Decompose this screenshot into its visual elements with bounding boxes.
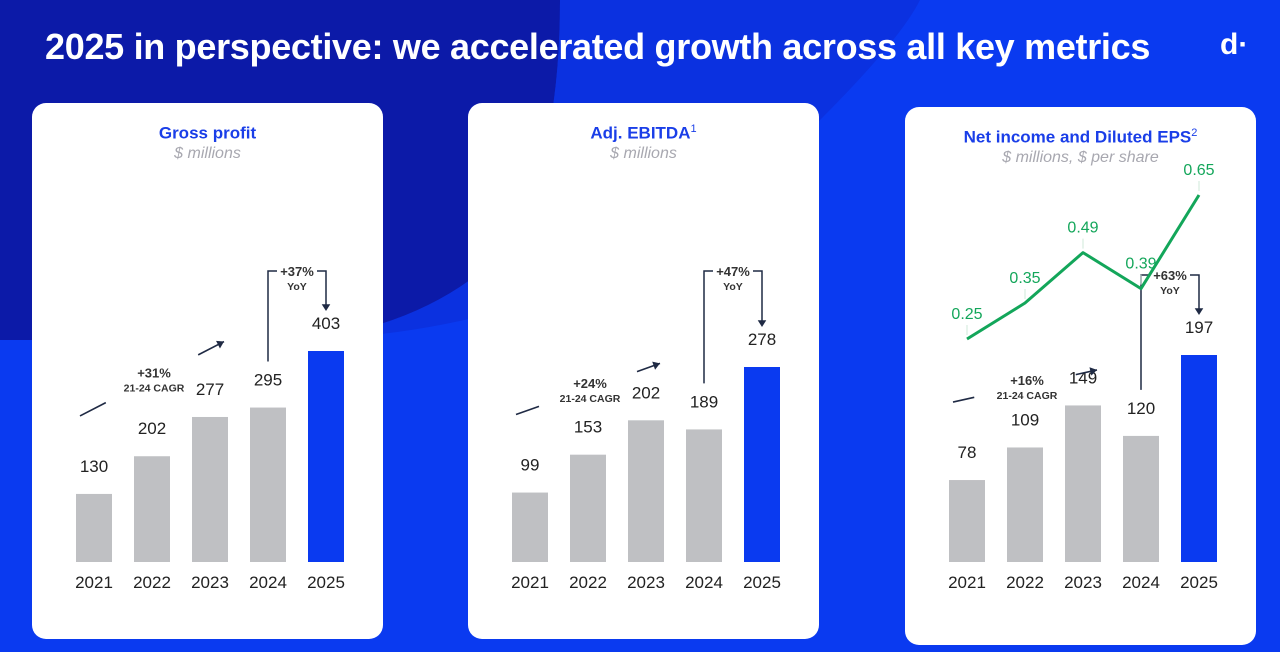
bar-2025 xyxy=(744,367,780,562)
adj-ebitda-card: Adj. EBITDA1 $ millions 99 2021 153 2022 202… xyxy=(468,103,819,639)
bar-2023 xyxy=(1065,405,1101,562)
x-tick-label: 2021 xyxy=(75,573,113,592)
yoy-bracket xyxy=(317,270,327,309)
bar-value-label: 295 xyxy=(254,371,282,390)
yoy-arrow-head xyxy=(757,320,767,327)
yoy-bracket xyxy=(267,270,277,362)
eps-value-label: 0.49 xyxy=(1067,220,1098,237)
yoy-label: YoY xyxy=(723,281,743,293)
gross-profit-chart: 130 2021 202 2022 277 2023 295 2024 403 2025 +31% 2… xyxy=(75,264,345,592)
x-tick-label: 2022 xyxy=(1006,573,1044,592)
cagr-value: +16% xyxy=(1010,373,1044,388)
card-title: Gross profit xyxy=(32,123,383,144)
x-tick-label: 2023 xyxy=(1064,573,1102,592)
bar-value-label: 278 xyxy=(748,330,776,349)
page-title: 2025 in perspective: we accelerated grow… xyxy=(45,26,1151,67)
x-tick-label: 2022 xyxy=(569,573,607,592)
card-title: Adj. EBITDA1 xyxy=(468,123,819,144)
x-tick-label: 2025 xyxy=(307,573,345,592)
x-tick-label: 2021 xyxy=(948,573,986,592)
card-subtitle: $ millions, $ per share xyxy=(1002,149,1159,166)
cagr-arrow-line xyxy=(952,396,975,403)
bar-value-label: 403 xyxy=(312,314,340,333)
cagr-arrow-line xyxy=(515,405,540,416)
eps-value-label: 0.35 xyxy=(1009,270,1040,287)
cagr-value: +24% xyxy=(573,376,607,391)
x-tick-label: 2025 xyxy=(743,573,781,592)
yoy-bracket xyxy=(753,270,763,325)
bar-2022 xyxy=(1007,447,1043,562)
net-income-eps-chart: 78 2021 109 2022 149 2023 120 2024 197 2025 +16% 21… xyxy=(948,162,1218,592)
card-title-text: Gross profit xyxy=(158,123,257,143)
bar-value-label: 277 xyxy=(196,380,224,399)
x-tick-label: 2025 xyxy=(1180,573,1218,592)
x-tick-label: 2021 xyxy=(511,573,549,592)
cagr-label: 21-24 CAGR xyxy=(124,383,185,395)
bar-value-label: 99 xyxy=(521,456,540,475)
company-logo: d· xyxy=(1220,28,1249,61)
yoy-value: +47% xyxy=(716,264,750,279)
bar-2022 xyxy=(134,456,170,562)
yoy-label: YoY xyxy=(1160,285,1180,297)
card-title-text: Adj. EBITDA xyxy=(590,123,691,143)
yoy-label: YoY xyxy=(287,281,307,293)
card-title: Net income and Diluted EPS2 xyxy=(905,127,1256,148)
yoy-bracket xyxy=(703,270,713,384)
card-title-text: Net income and Diluted EPS xyxy=(963,127,1192,147)
x-tick-label: 2022 xyxy=(133,573,171,592)
cagr-arrow-head xyxy=(216,340,224,349)
bar-2021 xyxy=(949,480,985,562)
yoy-arrow-head xyxy=(1194,308,1204,315)
cagr-arrow-head xyxy=(1089,367,1097,376)
x-tick-label: 2023 xyxy=(191,573,229,592)
bar-2024 xyxy=(250,407,286,562)
bar-value-label: 109 xyxy=(1011,410,1039,429)
cagr-label: 21-24 CAGR xyxy=(560,393,621,405)
bar-value-label: 189 xyxy=(690,392,718,411)
gross-profit-card: Gross profit $ millions 130 2021 202 2022 27… xyxy=(32,103,383,639)
bar-2025 xyxy=(308,351,344,562)
x-tick-label: 2024 xyxy=(249,573,287,592)
eps-value-label: 0.25 xyxy=(951,306,982,323)
bar-2024 xyxy=(1123,435,1159,562)
card-subtitle: $ millions xyxy=(610,145,677,162)
yoy-value: +63% xyxy=(1153,268,1187,283)
cagr-label: 21-24 CAGR xyxy=(997,390,1058,402)
x-tick-label: 2024 xyxy=(1122,573,1160,592)
bar-2025 xyxy=(1181,355,1217,562)
bar-value-label: 149 xyxy=(1069,368,1097,387)
card-title-footnote: 2 xyxy=(1191,127,1198,139)
bar-2023 xyxy=(628,420,664,562)
yoy-bracket xyxy=(1190,274,1200,313)
bar-value-label: 202 xyxy=(632,383,660,402)
bar-2021 xyxy=(512,492,548,562)
x-tick-label: 2024 xyxy=(685,573,723,592)
x-tick-label: 2023 xyxy=(627,573,665,592)
bar-value-label: 197 xyxy=(1185,318,1213,337)
bar-value-label: 202 xyxy=(138,419,166,438)
adj-ebitda-chart: 99 2021 153 2022 202 2023 189 2024 278 2025 +24% 21… xyxy=(511,264,781,592)
eps-value-label: 0.39 xyxy=(1125,256,1156,273)
cagr-arrow-line xyxy=(79,401,107,417)
bar-value-label: 130 xyxy=(80,457,108,476)
cagr-value: +31% xyxy=(137,366,171,381)
eps-value-label: 0.65 xyxy=(1183,162,1214,179)
net-income-eps-card: Net income and Diluted EPS2 $ millions, … xyxy=(905,107,1256,645)
bar-2024 xyxy=(686,429,722,562)
bar-2022 xyxy=(570,454,606,562)
yoy-bracket xyxy=(1140,274,1150,390)
bar-2023 xyxy=(192,416,228,562)
bar-value-label: 120 xyxy=(1127,399,1155,418)
bar-value-label: 153 xyxy=(574,418,602,437)
bar-value-label: 78 xyxy=(958,443,977,462)
yoy-arrow-head xyxy=(321,304,331,311)
cagr-arrow-head xyxy=(652,361,660,370)
bar-2021 xyxy=(76,493,112,562)
card-title-footnote: 1 xyxy=(690,123,697,135)
yoy-value: +37% xyxy=(280,264,314,279)
eps-line xyxy=(966,194,1201,341)
card-subtitle: $ millions xyxy=(174,145,241,162)
